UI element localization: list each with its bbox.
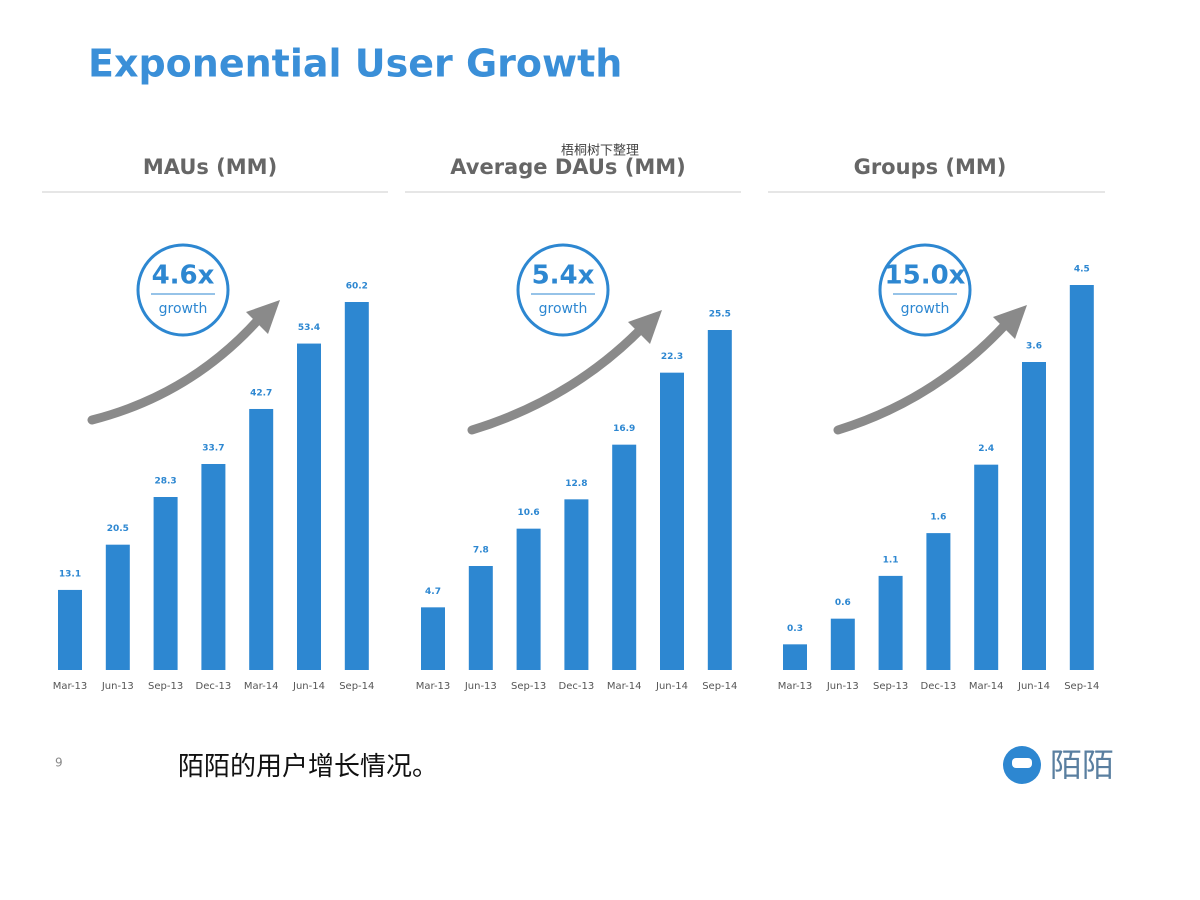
logo-icon-inner — [1012, 758, 1032, 768]
bar — [830, 618, 855, 670]
value-label: 4.5 — [1074, 265, 1090, 275]
slide-title: Exponential User Growth — [88, 42, 622, 86]
bar — [516, 528, 541, 670]
value-label: 33.7 — [202, 443, 224, 453]
arrow-head — [246, 300, 280, 334]
value-label: 1.6 — [930, 513, 946, 523]
x-tick-label: Mar-13 — [416, 681, 451, 692]
badge-circle — [516, 243, 610, 337]
bar — [1069, 285, 1094, 670]
value-label: 10.6 — [517, 508, 539, 518]
x-tick-label: Sep-14 — [702, 681, 737, 692]
watermark: 梧桐树下整理 — [561, 144, 639, 159]
x-tick-label: Dec-13 — [196, 681, 232, 692]
bar — [974, 464, 999, 670]
bar — [344, 302, 369, 670]
value-label: 60.2 — [346, 282, 368, 292]
arrow — [833, 320, 1010, 435]
value-label: 25.5 — [709, 310, 731, 320]
value-label: 42.7 — [250, 388, 272, 398]
panel-title: MAUs (MM) — [143, 155, 277, 179]
x-tick-label: Mar-14 — [607, 681, 642, 692]
badge-caption: growth — [159, 301, 208, 317]
x-tick-label: Sep-13 — [511, 681, 546, 692]
value-label: 4.7 — [425, 587, 441, 597]
x-tick-label: Jun-14 — [292, 681, 325, 692]
x-tick-label: Mar-14 — [244, 681, 279, 692]
arrow-head — [628, 310, 662, 344]
caption: 陌陌的用户增长情况。 — [178, 752, 438, 782]
value-label: 20.5 — [107, 524, 129, 534]
bar — [707, 330, 732, 670]
badge-circle — [136, 243, 230, 337]
badge-caption: growth — [901, 301, 950, 317]
x-tick-label: Jun-13 — [464, 681, 497, 692]
value-label: 22.3 — [661, 352, 683, 362]
bar — [105, 544, 130, 670]
badge-value: 4.6x — [152, 261, 215, 291]
bar — [153, 497, 178, 670]
x-tick-label: Sep-14 — [339, 681, 374, 692]
badge-value: 5.4x — [532, 261, 595, 291]
x-tick-label: Jun-14 — [1017, 681, 1050, 692]
bar — [660, 372, 684, 670]
bar — [58, 589, 82, 670]
bar — [297, 343, 321, 670]
bar — [421, 607, 445, 670]
bar — [783, 644, 807, 670]
value-label: 12.8 — [565, 479, 587, 489]
value-label: 7.8 — [473, 546, 489, 556]
bar — [249, 408, 274, 670]
x-tick-label: Jun-13 — [101, 681, 134, 692]
bar — [564, 499, 589, 670]
value-label: 53.4 — [298, 323, 320, 333]
x-tick-label: Mar-13 — [53, 681, 88, 692]
x-tick-label: Sep-14 — [1064, 681, 1099, 692]
value-label: 13.1 — [59, 569, 81, 579]
badge-value: 15.0x — [885, 261, 966, 291]
bar — [1022, 362, 1046, 670]
value-label: 0.3 — [787, 624, 803, 634]
x-tick-label: Jun-14 — [655, 681, 688, 692]
arrow — [87, 315, 263, 425]
badge-caption: growth — [539, 301, 588, 317]
x-tick-label: Mar-13 — [778, 681, 813, 692]
x-tick-label: Dec-13 — [559, 681, 595, 692]
arrow-head — [993, 305, 1027, 339]
value-label: 3.6 — [1026, 342, 1042, 352]
value-label: 0.6 — [835, 598, 851, 608]
panel-title: Groups (MM) — [854, 155, 1007, 179]
arrow — [467, 325, 645, 435]
bar — [201, 463, 226, 670]
bar — [612, 444, 637, 670]
panel-title: Average DAUs (MM) — [450, 155, 685, 179]
page-number: 9 — [55, 756, 63, 770]
x-tick-label: Jun-13 — [826, 681, 859, 692]
bar — [926, 533, 951, 670]
x-tick-label: Sep-13 — [873, 681, 908, 692]
logo-text: 陌陌 — [1050, 746, 1114, 784]
growth-arrows — [87, 315, 1010, 435]
bar — [878, 575, 903, 670]
x-tick-label: Mar-14 — [969, 681, 1004, 692]
value-label: 2.4 — [978, 444, 994, 454]
arrow-heads — [246, 300, 1027, 344]
x-tick-label: Sep-13 — [148, 681, 183, 692]
x-tick-label: Dec-13 — [921, 681, 957, 692]
value-label: 1.1 — [883, 555, 899, 565]
value-label: 16.9 — [613, 424, 635, 434]
badge-circle — [878, 243, 972, 337]
bar — [468, 566, 493, 670]
value-label: 28.3 — [154, 477, 176, 487]
